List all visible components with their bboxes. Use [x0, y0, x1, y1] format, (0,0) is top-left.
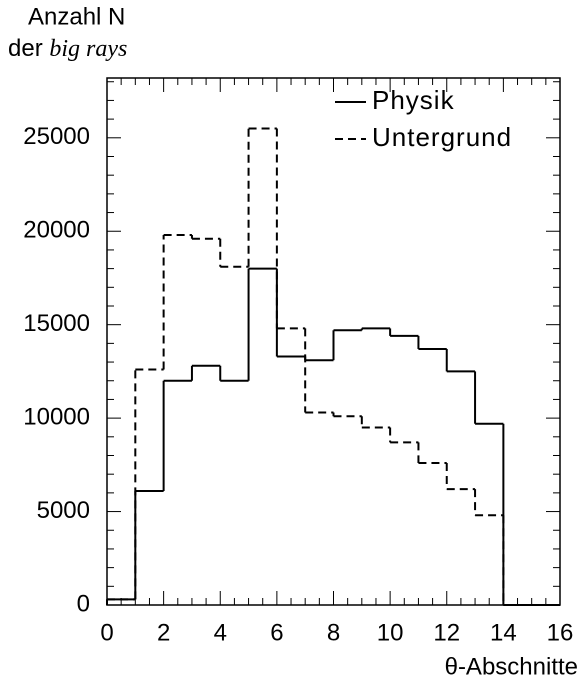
x-tick-label: 10: [377, 619, 404, 646]
x-tick-label: 14: [490, 619, 517, 646]
y-tick-label: 10000: [23, 403, 90, 430]
y-tick-label: 15000: [23, 310, 90, 337]
y-axis-label-prefix: der: [8, 35, 43, 62]
legend-label: Untergrund: [372, 122, 512, 152]
y-axis-label: Anzahl N: [28, 3, 125, 30]
x-tick-label: 0: [100, 619, 113, 646]
y-axis-label-italic: big rays: [49, 36, 127, 62]
y-axis-label: der big rays: [8, 35, 127, 62]
legend-label: Physik: [372, 85, 455, 115]
y-tick-label: 20000: [23, 217, 90, 244]
x-tick-label: 4: [214, 619, 227, 646]
x-tick-label: 6: [270, 619, 283, 646]
y-tick-label: 5000: [37, 497, 90, 524]
y-tick-label: 25000: [23, 123, 90, 150]
x-tick-label: 8: [327, 619, 340, 646]
x-tick-label: 16: [547, 619, 574, 646]
x-tick-label: 12: [433, 619, 460, 646]
x-axis-label: θ-Abschnitte: [445, 653, 578, 680]
x-tick-label: 2: [157, 619, 170, 646]
y-tick-label: 0: [77, 590, 90, 617]
